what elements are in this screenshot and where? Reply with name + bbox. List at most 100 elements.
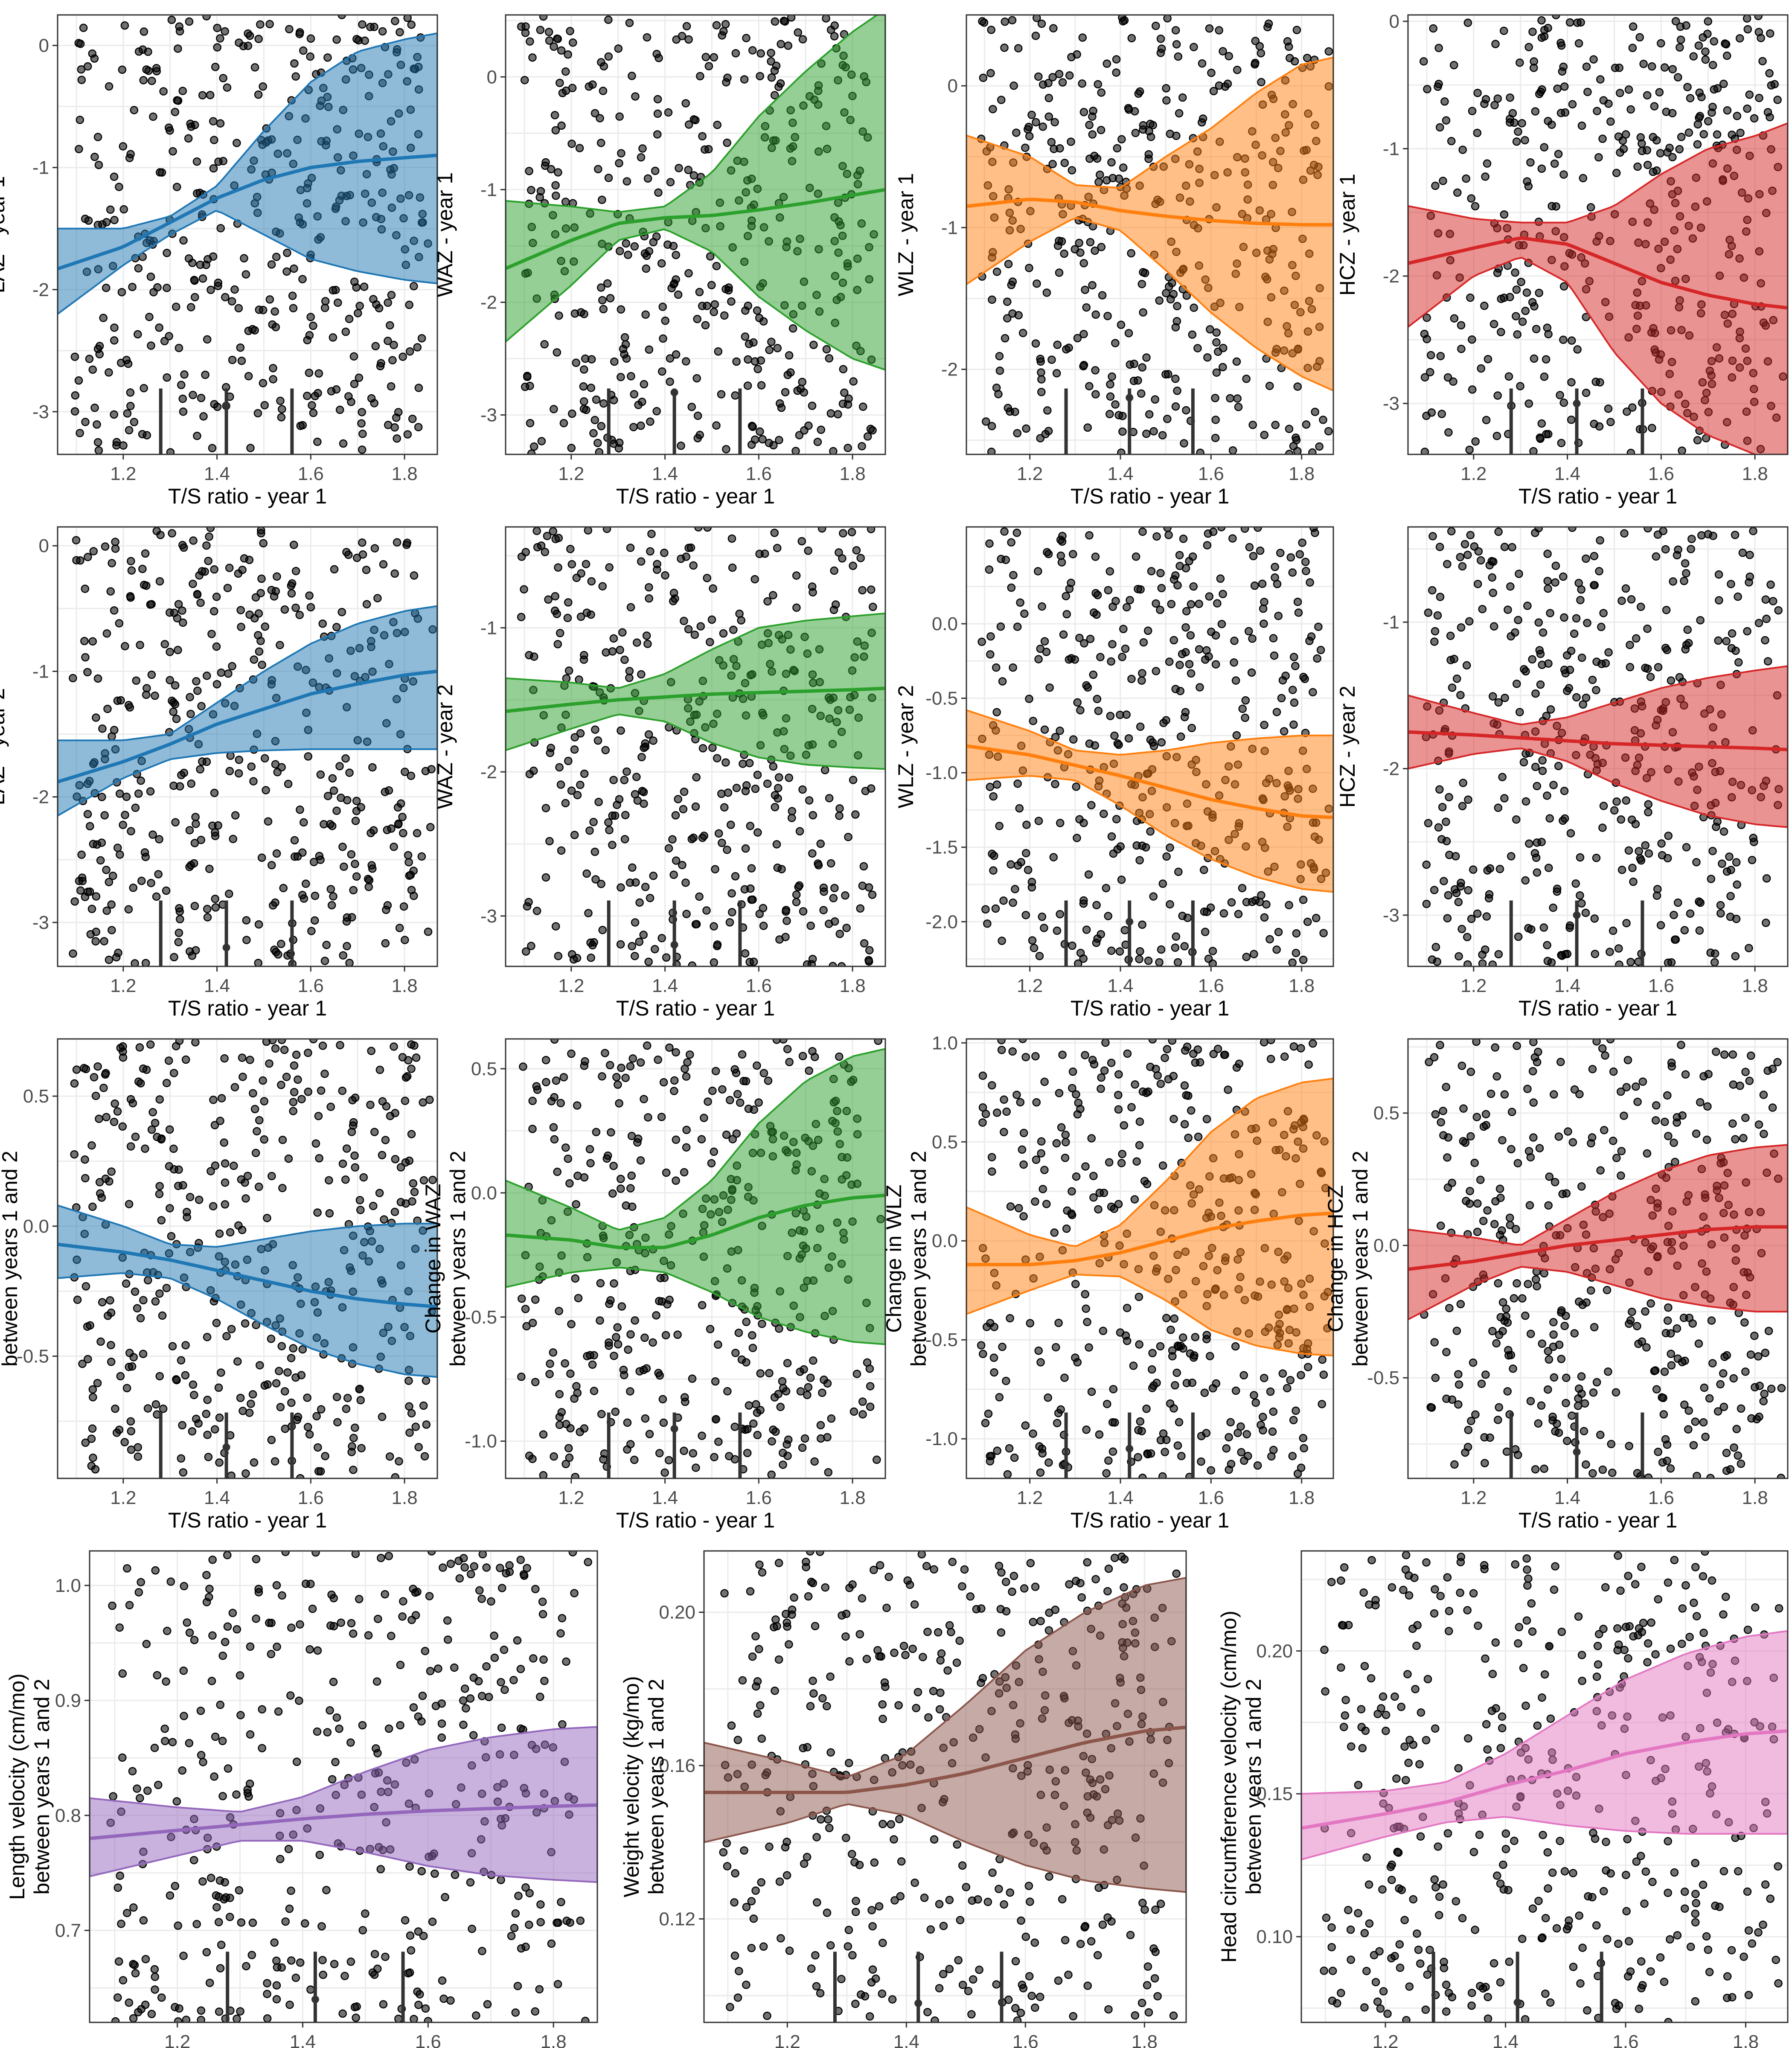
data-point [247, 1399, 255, 1408]
data-point [1025, 132, 1034, 140]
data-point [998, 677, 1007, 686]
data-point [589, 817, 598, 826]
data-point [680, 1393, 689, 1402]
data-point [1581, 908, 1590, 917]
data-point [1653, 885, 1662, 893]
data-point [777, 40, 785, 49]
data-point [1050, 145, 1058, 153]
data-point [134, 1077, 143, 1086]
data-point [1193, 344, 1202, 352]
data-point [787, 15, 796, 22]
data-point [555, 763, 564, 772]
data-point [1615, 960, 1623, 966]
data-point [99, 314, 108, 322]
data-point [614, 44, 623, 53]
data-point [349, 1466, 358, 1474]
x-tick-label: 1.4 [1107, 463, 1133, 484]
data-point [1209, 87, 1218, 96]
data-point [1673, 898, 1682, 907]
data-point [115, 789, 124, 798]
data-point [788, 814, 796, 822]
data-point [254, 90, 263, 99]
data-point [1260, 1039, 1268, 1047]
data-point [1682, 21, 1690, 30]
data-point [338, 1159, 347, 1168]
data-point [146, 1040, 155, 1049]
data-point [185, 17, 194, 26]
data-point [1180, 942, 1189, 951]
data-point [738, 1050, 747, 1059]
data-point [144, 67, 153, 75]
data-point [859, 862, 868, 871]
data-point [116, 358, 125, 367]
data-point [1138, 669, 1146, 678]
data-point [91, 937, 100, 946]
data-point [108, 871, 117, 880]
data-point [680, 1446, 688, 1455]
data-point [626, 544, 635, 552]
data-point [1119, 625, 1128, 633]
data-point [262, 1039, 271, 1046]
fit-line [506, 1193, 885, 1249]
data-point [414, 1443, 423, 1452]
data-point [1260, 913, 1269, 922]
data-point [1079, 819, 1088, 827]
y-tick-label: -3 [480, 906, 497, 927]
data-point [591, 847, 599, 856]
data-point [1577, 585, 1585, 594]
data-point [748, 46, 757, 55]
data-point [617, 1302, 626, 1311]
data-point [375, 1065, 384, 1074]
data-point [745, 759, 754, 768]
data-point [1437, 410, 1446, 418]
data-point [1738, 548, 1747, 557]
data-point [525, 167, 533, 175]
data-point [1076, 706, 1085, 715]
data-point [254, 959, 263, 966]
y-axis-label: HCZ - year 1 [1335, 174, 1359, 296]
data-point [1167, 600, 1176, 608]
data-point [605, 1338, 613, 1347]
data-point [649, 238, 658, 247]
data-point [351, 1423, 359, 1432]
data-point [1531, 689, 1540, 698]
data-point [1592, 854, 1601, 862]
data-point [693, 315, 701, 323]
data-point [311, 392, 320, 401]
data-point [813, 437, 822, 446]
data-point [1117, 320, 1126, 329]
data-point [682, 22, 691, 31]
data-point [1166, 843, 1174, 852]
data-point [1157, 584, 1166, 593]
data-point [1053, 241, 1062, 250]
data-point [1204, 954, 1213, 963]
data-point [550, 1135, 559, 1144]
data-point [655, 1449, 664, 1457]
confidence-band [506, 1048, 885, 1345]
data-point [998, 937, 1006, 945]
data-point [1151, 395, 1159, 404]
data-point [1546, 705, 1555, 714]
data-point [1439, 177, 1447, 185]
data-point [640, 380, 649, 389]
data-point [288, 291, 297, 300]
data-point [617, 726, 625, 735]
data-point [1531, 762, 1540, 771]
data-point [1172, 932, 1181, 941]
data-point [403, 1072, 412, 1081]
data-point [1556, 38, 1565, 47]
data-point [1662, 108, 1671, 116]
data-point [1012, 128, 1021, 137]
data-point [409, 1179, 418, 1188]
data-point [1762, 614, 1771, 623]
data-point [621, 1073, 630, 1082]
data-point [770, 66, 779, 75]
data-point [403, 538, 412, 547]
data-point [623, 1418, 632, 1427]
x-tick-label: 1.2 [1460, 463, 1487, 484]
data-point [1754, 15, 1763, 20]
data-point [322, 941, 331, 949]
data-point [81, 653, 90, 662]
data-point [98, 1298, 107, 1306]
data-point [1036, 434, 1044, 442]
